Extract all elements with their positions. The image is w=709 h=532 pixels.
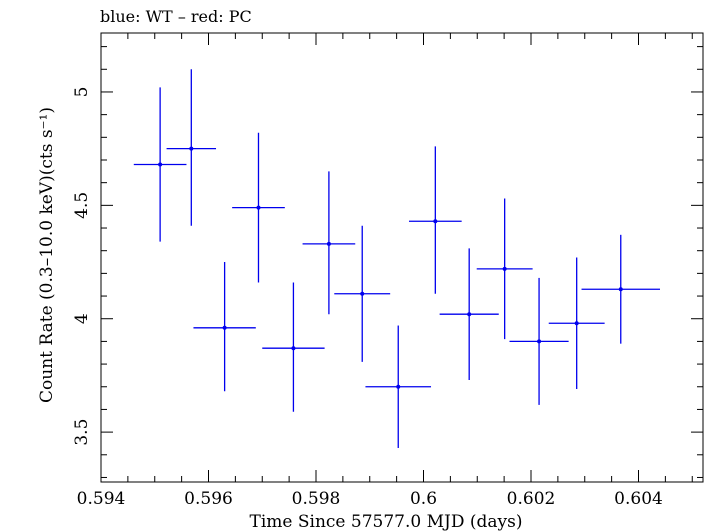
data-point: [133, 87, 187, 242]
data-point: [548, 257, 605, 390]
x-tick-label: 0.6: [410, 489, 437, 509]
data-marker: [158, 162, 163, 167]
y-axis-label: Count Rate (0.3–10.0 keV)(cts s⁻¹): [37, 107, 57, 403]
x-tick-label: 0.598: [292, 489, 341, 509]
data-point: [193, 262, 256, 392]
data-points: [133, 69, 660, 448]
data-marker: [433, 219, 438, 224]
data-point: [166, 69, 217, 226]
chart-title: blue: WT – red: PC: [100, 7, 252, 26]
plot-frame: [100, 32, 704, 483]
y-axis-tick-labels: 3.5 4 4.5 5: [72, 87, 92, 446]
x-tick-label: 0.596: [184, 489, 233, 509]
x-axis-tick-labels: 0.594 0.596 0.598 0.6 0.602 0.604: [77, 489, 663, 509]
data-marker: [574, 321, 579, 326]
data-marker: [291, 346, 296, 351]
data-point: [232, 132, 285, 283]
y-axis-ticks: [101, 46, 703, 478]
data-marker: [326, 241, 331, 246]
data-marker: [618, 287, 623, 292]
y-tick-label: 5: [72, 87, 92, 98]
x-axis-ticks: [100, 33, 693, 482]
x-tick-label: 0.594: [77, 489, 126, 509]
data-marker: [537, 339, 542, 344]
y-tick-label: 4.5: [72, 192, 92, 219]
x-tick-label: 0.602: [507, 489, 556, 509]
x-axis-label: Time Since 57577.0 MJD (days): [250, 512, 523, 532]
y-tick-label: 4: [72, 313, 92, 324]
data-point: [581, 234, 660, 344]
data-marker: [256, 205, 261, 210]
data-point: [408, 146, 462, 294]
x-tick-label: 0.604: [614, 489, 663, 509]
data-point: [334, 225, 391, 362]
data-point: [302, 171, 356, 315]
data-marker: [396, 384, 401, 389]
data-marker: [467, 312, 472, 317]
data-marker: [189, 146, 194, 151]
data-marker: [360, 291, 365, 296]
data-point: [365, 325, 432, 448]
data-marker: [502, 266, 507, 271]
data-point: [262, 282, 325, 412]
y-tick-label: 3.5: [72, 419, 92, 446]
data-point: [439, 248, 499, 380]
data-point: [509, 277, 569, 405]
data-marker: [222, 325, 227, 330]
data-point: [476, 198, 533, 340]
